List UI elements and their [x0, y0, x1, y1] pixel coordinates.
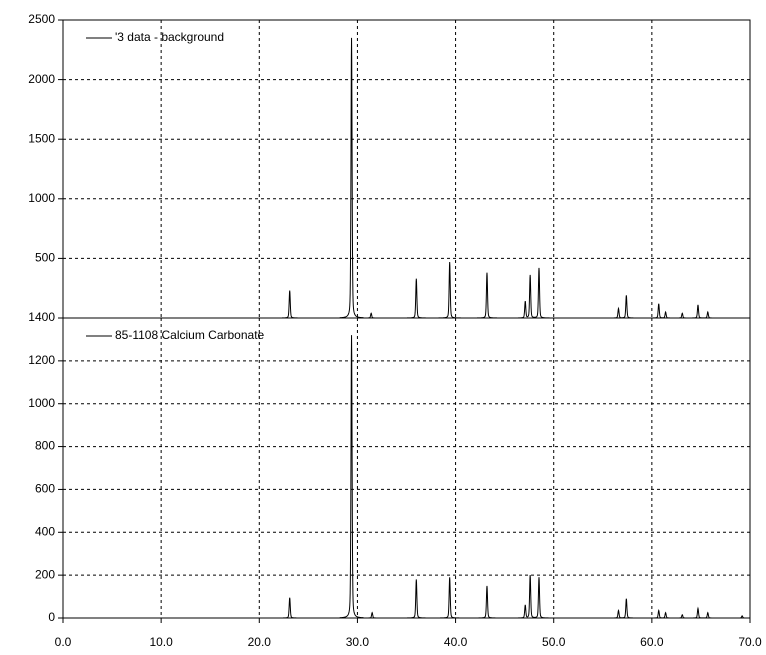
- x-tick-label: 70.0: [738, 635, 762, 649]
- x-axis: 0.0 10.0 20.0 30.0 40.0 50.0 60.0 70.0: [55, 618, 762, 649]
- y-tick-label: 1000: [28, 191, 55, 205]
- y-tick-label: 1000: [28, 396, 55, 410]
- y-tick-label: 600: [35, 482, 55, 496]
- x-tick-label: 0.0: [55, 635, 72, 649]
- bottom-panel: 0 200 400 600 800 1000 1200 85-1108 Calcium Car…: [28, 317, 751, 624]
- y-tick-label: 500: [35, 251, 55, 265]
- x-tick-label: 50.0: [542, 635, 566, 649]
- y-tick-label: 200: [35, 567, 55, 581]
- top-panel: 1400 500 1000 1500 2000 2500 '3 data - backgro…: [28, 12, 751, 324]
- y-tick-label: 1500: [28, 131, 55, 145]
- legend-label: '3 data - background: [115, 30, 224, 44]
- x-tick-label: 60.0: [640, 635, 664, 649]
- x-tick-label: 30.0: [346, 635, 370, 649]
- series-line: [63, 335, 751, 619]
- plot-frame: [62, 317, 751, 619]
- y-tick-label: 400: [35, 524, 55, 538]
- plot-frame: [62, 19, 751, 319]
- y-tick-label: 2500: [28, 12, 55, 26]
- legend-label: 85-1108 Calcium Carbonate: [115, 328, 265, 342]
- y-tick-label: 1200: [28, 353, 55, 367]
- x-tick-label: 10.0: [149, 635, 173, 649]
- y-tick-label: 0: [48, 610, 55, 624]
- y-tick-label: 800: [35, 439, 55, 453]
- x-tick-label: 40.0: [444, 635, 468, 649]
- x-tick-label: 20.0: [248, 635, 272, 649]
- y-tick-label: 2000: [28, 72, 55, 86]
- y-tick-label: 1400: [28, 310, 55, 324]
